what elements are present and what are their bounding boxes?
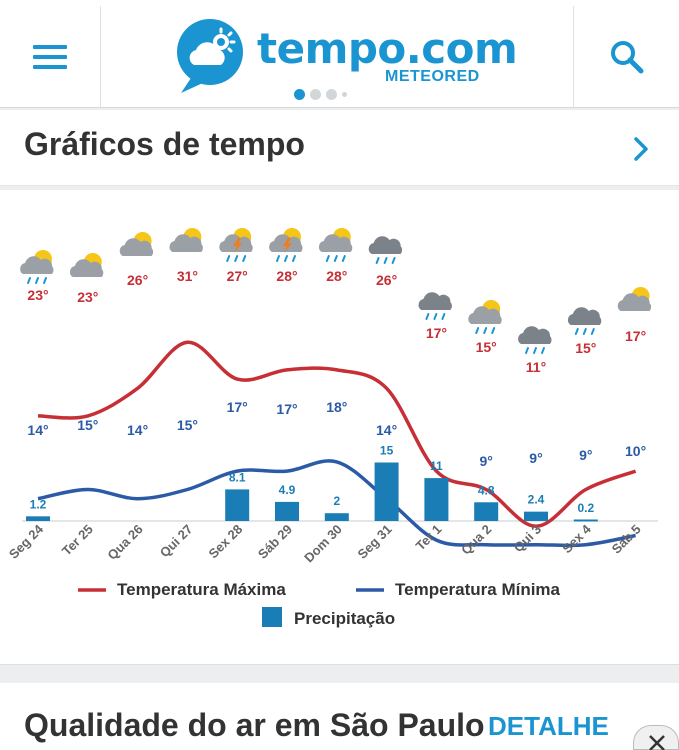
header: tempo.com METEORED [0,0,679,108]
close-ad-button[interactable] [633,725,679,750]
precip-label: 0.2 [577,501,594,515]
min-temp-label: 9° [529,450,542,466]
precip-bar [374,462,399,521]
precip-label: 2 [333,494,340,508]
min-temp-label: 18° [326,399,347,415]
max-temp-label: 23° [77,289,98,305]
max-temp-label: 27° [227,268,248,284]
cloud-rain-icon [518,326,552,354]
sun-cloud-icon [69,253,104,277]
search-icon [610,41,643,74]
precip-bar [26,516,50,521]
precip-label: 1.2 [30,497,47,511]
carousel-dot[interactable] [326,89,337,100]
legend-precip-swatch [262,607,282,627]
precip-bar [275,501,299,521]
carousel-dots [294,89,347,100]
logo-name: tempo.com [257,24,518,73]
weather-chart-card: 23° 23° 26° 31° 27° 28° 28° 26° 17° 15° 11° 15° 17° 1… [0,190,679,665]
min-temp-label: 15° [77,417,98,433]
max-temp-label: 31° [177,268,198,284]
x-tick-label: Ter 25 [59,522,96,559]
detail-link[interactable]: DETALHE [488,711,609,741]
legend-min-label: Temperatura Mínima [395,580,561,599]
precip-label: 4.9 [279,483,296,497]
weather-charts-section[interactable]: Gráficos de tempo [0,110,679,186]
hamburger-icon [33,39,67,75]
carousel-dot[interactable] [342,92,347,97]
precip-label: 4.8 [478,483,495,497]
max-temp-label: 23° [27,287,48,303]
max-temp-label: 15° [575,340,596,356]
x-tick-label: Seg 24 [6,521,47,562]
section-title: Gráficos de tempo [24,126,305,162]
air-quality-card[interactable]: Qualidade do ar em São Paulo DETALHE [0,683,679,750]
min-temp-label: 14° [376,422,397,438]
max-temp-label: 28° [326,268,347,284]
sun-cloud-icon [169,228,203,252]
precip-bar [225,489,250,521]
cloud-rain-icon [567,307,602,335]
x-tick-label: Qui 27 [157,522,196,561]
precip-label: 8.1 [229,470,246,484]
precip-label: 15 [380,444,394,458]
max-temp-label: 28° [276,268,297,284]
chevron-right-icon[interactable] [630,134,652,164]
sun-cloud-rain-icon [318,228,353,262]
x-tick-label: Qua 2 [458,522,494,558]
air-quality-title: Qualidade do ar em São Paulo [24,707,485,743]
logo-icon [177,19,243,93]
sun-cloud-storm-icon [269,228,303,262]
weather-chart: 23° 23° 26° 31° 27° 28° 28° 26° 17° 15° 11° 15° 17° 1… [6,228,658,628]
min-temp-label: 9° [480,453,493,469]
sun-cloud-icon [617,287,652,311]
precip-bar [324,513,349,521]
max-temp-label: 17° [625,328,646,344]
max-temp-label: 26° [127,272,148,288]
max-temp-label: 17° [426,325,447,341]
carousel-dot[interactable] [294,89,305,100]
max-temp-label: 26° [376,272,397,288]
min-temp-label: 14° [27,422,48,438]
sun-cloud-rain-icon [20,250,54,284]
sun-cloud-icon [119,232,154,256]
logo[interactable]: tempo.com METEORED [175,18,518,98]
x-tick-label: Qua 26 [104,522,145,563]
min-temp-line [37,459,636,548]
carousel-dot[interactable] [310,89,321,100]
x-tick-label: Dom 30 [301,522,345,566]
precip-bar [424,478,449,521]
search-button[interactable] [573,6,679,108]
x-tick-label: Sáb 29 [255,522,295,562]
x-tick-label: Sex 4 [559,521,594,556]
precip-bar [474,502,499,521]
max-temp-label: 15° [476,339,497,355]
sun-cloud-rain-icon [468,300,502,334]
cloud-rain-icon [418,292,452,320]
precip-label: 2.4 [528,493,545,507]
min-temp-label: 17° [276,401,297,417]
legend-precip-label: Precipitação [294,609,395,628]
cloud-rain-icon [368,236,403,264]
min-temp-label: 9° [579,447,592,463]
close-icon [649,735,665,750]
logo-subtitle: METEORED [385,68,480,85]
max-temp-label: 11° [526,359,546,375]
menu-button[interactable] [0,6,101,108]
legend-max-label: Temperatura Máxima [117,580,286,599]
min-temp-label: 17° [227,399,248,415]
precip-label: 11 [430,459,443,473]
min-temp-label: 14° [127,422,148,438]
min-temp-label: 10° [625,443,646,459]
sun-cloud-storm-icon [219,228,253,262]
precip-bar [524,511,548,521]
precip-bar [573,519,598,522]
min-temp-label: 15° [177,417,198,433]
x-tick-label: Sex 28 [206,522,246,562]
max-temp-line [37,340,637,529]
x-tick-label: Seg 31 [354,522,394,562]
